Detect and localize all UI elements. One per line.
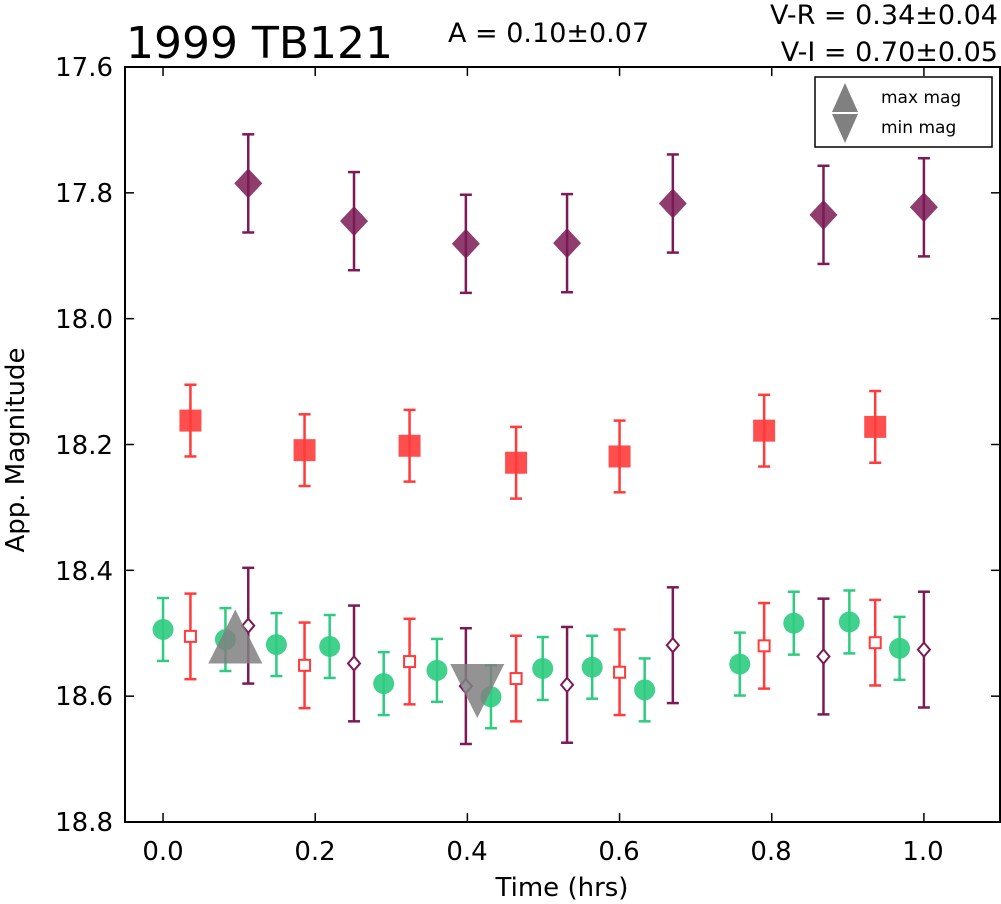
legend: max mag min mag: [814, 76, 993, 148]
axis-ticks: [125, 66, 1000, 823]
data-point-diamond: [909, 192, 938, 223]
amplitude-annotation: A = 0.10±0.07: [448, 18, 649, 49]
data-point-circle: [889, 637, 911, 659]
v-i-annotation: V-I = 0.70±0.05: [781, 37, 998, 68]
x-axis-label: Time (hrs): [495, 873, 629, 903]
triangle-down-icon: [832, 114, 858, 143]
chart-title: 1999 TB121: [126, 18, 393, 69]
data-point-circle: [426, 659, 448, 681]
data-point-square: [753, 419, 776, 442]
x-tick-label: 0.6: [598, 837, 639, 867]
data-point-diamond: [340, 206, 369, 237]
data-point-diamond-open: [559, 676, 575, 694]
legend-label-max-mag: max mag: [881, 88, 961, 108]
y-tick-label: 18.4: [55, 557, 113, 587]
y-tick-label: 17.6: [55, 53, 113, 83]
y-tick-label: 18.6: [55, 682, 113, 712]
x-tick-label: 0.0: [142, 837, 183, 867]
data-point-square: [398, 434, 421, 457]
x-tick-labels: 0.0 0.2 0.4 0.6 0.8 1.0: [142, 837, 943, 867]
data-point-circle: [319, 635, 341, 657]
data-point-square: [505, 451, 528, 474]
data-point-diamond: [658, 188, 687, 219]
y-tick-label: 18.8: [55, 808, 113, 838]
y-tick-label: 18.2: [55, 431, 113, 461]
data-point-circle: [634, 679, 656, 701]
min-mag-marker: [450, 663, 505, 718]
data-point-diamond-open: [816, 647, 831, 666]
data-point-diamond: [234, 168, 263, 199]
data-point-diamond: [809, 199, 838, 230]
data-point-circle: [581, 656, 603, 678]
data-point-square-open: [757, 639, 771, 653]
y-tick-label: 18.0: [55, 305, 113, 335]
data-point-square: [293, 439, 316, 462]
data-point-circle: [152, 618, 174, 640]
data-point-square-open: [613, 665, 627, 679]
max-mag-marker: [208, 609, 263, 664]
data-point-diamond-open: [240, 617, 256, 635]
data-point-circle: [783, 612, 805, 634]
data-point-circle: [532, 657, 554, 679]
data-point-square-open: [403, 655, 417, 669]
data-point-square: [179, 409, 202, 432]
data-point-circle: [729, 653, 751, 675]
data-point-diamond-open: [916, 641, 932, 659]
data-point-square: [608, 445, 631, 468]
x-tick-label: 0.8: [750, 837, 791, 867]
data-point-diamond-open: [665, 636, 681, 654]
data-point-square-open: [509, 672, 523, 686]
data-point-diamond-open: [346, 654, 362, 672]
data-point-circle: [838, 611, 860, 633]
x-tick-label: 0.4: [446, 837, 487, 867]
x-tick-label: 1.0: [902, 837, 943, 867]
data-marks: [152, 133, 938, 746]
y-tick-labels: 17.6 17.8 18.0 18.2 18.4 18.6 18.8: [55, 53, 113, 838]
x-tick-label: 0.2: [294, 837, 335, 867]
data-point-square-open: [183, 629, 197, 643]
y-axis-label: App. Magnitude: [1, 347, 31, 552]
y-tick-label: 17.8: [55, 179, 113, 209]
data-point-diamond: [451, 228, 480, 259]
data-point-diamond: [553, 228, 582, 259]
v-r-annotation: V-R = 0.34±0.04: [770, 0, 998, 31]
data-point-circle: [373, 673, 395, 695]
data-point-square: [864, 415, 887, 438]
legend-label-min-mag: min mag: [881, 118, 956, 138]
data-point-square-open: [298, 658, 312, 672]
data-point-circle: [265, 634, 287, 656]
data-point-square-open: [868, 636, 882, 650]
triangle-up-icon: [832, 83, 858, 112]
